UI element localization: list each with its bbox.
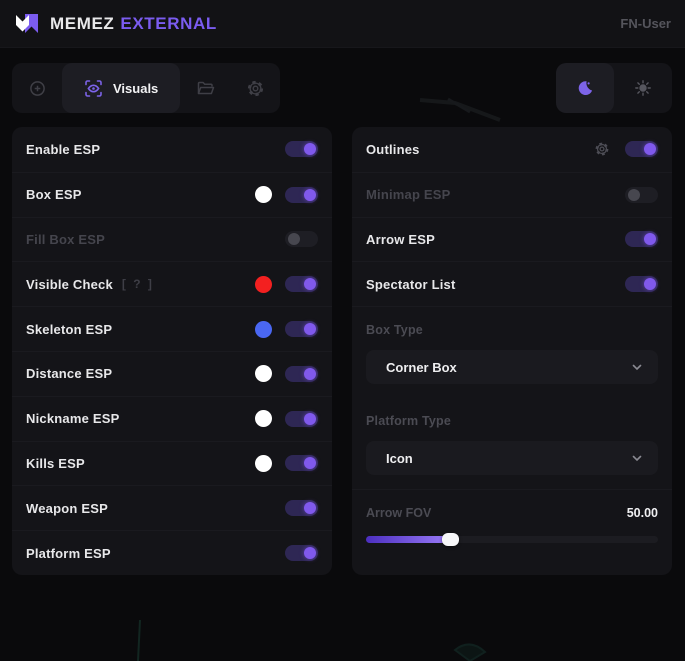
gear-icon <box>247 80 263 96</box>
row-label: Spectator List <box>366 276 456 292</box>
slider-fill <box>366 536 451 544</box>
skeleton-esp-toggle[interactable] <box>285 321 318 338</box>
arrow-fov-slider[interactable] <box>366 532 658 547</box>
skeleton-esp-color-picker[interactable] <box>255 320 272 338</box>
arrow-esp-toggle[interactable] <box>625 231 658 248</box>
row-label: Distance ESP <box>26 366 113 382</box>
chevron-down-icon <box>630 451 644 465</box>
username-label: FN-User <box>620 16 671 31</box>
tab-bar: Visuals <box>12 63 281 113</box>
nickname-esp-toggle[interactable] <box>285 410 318 427</box>
theme-dark-button[interactable] <box>556 63 614 113</box>
box-type-value: Corner Box <box>386 359 457 375</box>
visible-check-color-picker[interactable] <box>255 275 272 293</box>
app-title: MEMEZ EXTERNAL <box>50 14 217 34</box>
row-label: Kills ESP <box>26 455 85 471</box>
platform-type-section: Platform Type Icon <box>352 384 672 476</box>
minimap-esp-toggle[interactable] <box>625 186 658 203</box>
visible-check-toggle[interactable] <box>285 276 318 293</box>
spectator-list-toggle[interactable] <box>625 276 658 293</box>
settings-panels: Enable ESP Box ESP Fill Box ESP Visible … <box>12 127 672 575</box>
row-arrow-esp: Arrow ESP <box>352 216 672 262</box>
platform-esp-toggle[interactable] <box>285 545 318 562</box>
row-label: Platform ESP <box>26 545 111 561</box>
row-weapon-esp: Weapon ESP <box>12 485 332 530</box>
app-title-accent: EXTERNAL <box>120 13 217 33</box>
enable-esp-toggle[interactable] <box>285 141 318 158</box>
row-spectator-list: Spectator List <box>352 261 672 306</box>
tab-row: Visuals <box>12 63 672 113</box>
top-bar: MEMEZ EXTERNAL FN-User <box>0 0 685 48</box>
row-label: Skeleton ESP <box>26 321 113 337</box>
tab-visuals-label: Visuals <box>113 80 159 96</box>
row-platform-esp: Platform ESP <box>12 530 332 575</box>
app-title-primary: MEMEZ <box>50 13 115 33</box>
theme-switch <box>556 63 672 113</box>
row-nickname-esp: Nickname ESP <box>12 395 332 441</box>
row-fill-box-esp: Fill Box ESP <box>12 216 332 262</box>
kills-esp-color-picker[interactable] <box>255 454 272 472</box>
box-type-select[interactable]: Corner Box <box>366 350 658 385</box>
row-label: Box ESP <box>26 187 82 203</box>
arrow-fov-value: 50.00 <box>626 506 658 521</box>
row-label: Visible Check <box>26 276 113 292</box>
weapon-esp-toggle[interactable] <box>285 500 318 517</box>
box-type-label: Box Type <box>366 323 423 338</box>
row-outlines: Outlines <box>352 127 672 172</box>
tab-visuals[interactable]: Visuals <box>62 63 181 113</box>
nickname-esp-color-picker[interactable] <box>255 410 272 428</box>
chevron-down-icon <box>630 360 644 374</box>
distance-esp-toggle[interactable] <box>285 365 318 382</box>
tab-aimbot[interactable] <box>12 63 62 113</box>
row-skeleton-esp: Skeleton ESP <box>12 306 332 351</box>
help-hint: [ ? ] <box>121 277 154 292</box>
box-type-section: Box Type Corner Box <box>352 306 672 385</box>
outlines-settings-button[interactable] <box>594 141 610 157</box>
moon-icon <box>578 81 593 96</box>
box-esp-color-picker[interactable] <box>255 186 272 204</box>
arrow-fov-section: Arrow FOV 50.00 <box>352 489 672 520</box>
slider-track[interactable] <box>366 536 658 544</box>
row-label: Enable ESP <box>26 141 101 157</box>
row-box-esp: Box ESP <box>12 171 332 217</box>
row-kills-esp: Kills ESP <box>12 440 332 486</box>
row-minimap-esp: Minimap ESP <box>352 171 672 217</box>
platform-type-value: Icon <box>386 450 413 466</box>
row-label: Outlines <box>366 141 420 157</box>
row-label: Arrow ESP <box>366 231 435 247</box>
crosshair-icon <box>29 80 45 96</box>
row-distance-esp: Distance ESP <box>12 350 332 396</box>
row-label: Fill Box ESP <box>26 231 105 247</box>
sun-icon <box>635 80 651 96</box>
tab-config[interactable] <box>180 63 230 113</box>
fill-box-esp-toggle[interactable] <box>285 231 318 248</box>
box-esp-toggle[interactable] <box>285 186 318 203</box>
row-label: Weapon ESP <box>26 500 108 516</box>
platform-type-select[interactable]: Icon <box>366 441 658 476</box>
row-label: Nickname ESP <box>26 411 120 427</box>
kills-esp-toggle[interactable] <box>285 455 318 472</box>
theme-light-button[interactable] <box>614 63 672 113</box>
slider-thumb[interactable] <box>441 533 459 547</box>
gear-icon <box>595 142 609 156</box>
tab-settings[interactable] <box>230 63 280 113</box>
folder-icon <box>197 81 215 94</box>
row-label: Minimap ESP <box>366 187 451 203</box>
platform-type-label: Platform Type <box>366 414 452 429</box>
right-panel: Outlines Minimap ESP Arrow ESP Spectator… <box>352 127 672 575</box>
arrow-fov-label: Arrow FOV <box>366 506 432 521</box>
outlines-toggle[interactable] <box>625 141 658 158</box>
distance-esp-color-picker[interactable] <box>255 365 272 383</box>
row-visible-check: Visible Check [ ? ] <box>12 261 332 306</box>
row-enable-esp: Enable ESP <box>12 127 332 172</box>
left-panel: Enable ESP Box ESP Fill Box ESP Visible … <box>12 127 332 575</box>
memez-logo-icon <box>16 13 38 33</box>
eye-scan-icon <box>85 79 102 97</box>
